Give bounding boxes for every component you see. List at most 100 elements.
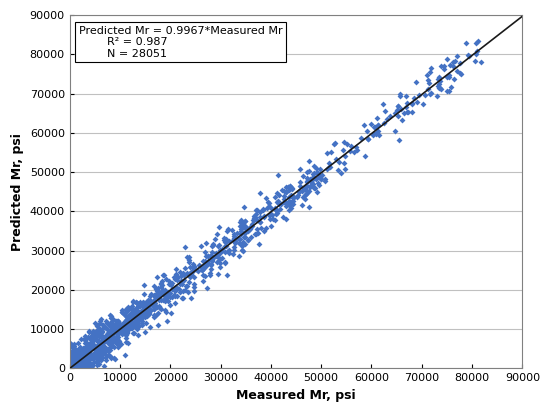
Point <box>118 307 127 314</box>
Point <box>107 335 116 342</box>
Point <box>424 85 433 92</box>
Point <box>77 350 85 356</box>
Point <box>213 271 222 278</box>
Point <box>147 300 156 306</box>
Point <box>82 354 90 361</box>
Point <box>131 316 139 323</box>
Point <box>101 335 110 342</box>
Point <box>83 351 92 358</box>
Point <box>434 83 443 90</box>
Point <box>238 243 247 249</box>
Point <box>313 169 322 175</box>
Point <box>286 191 295 198</box>
Point <box>93 351 101 358</box>
Point <box>153 288 161 294</box>
Point <box>152 312 161 318</box>
Point <box>301 183 310 190</box>
Point <box>80 361 89 367</box>
Point <box>66 339 74 346</box>
Point <box>284 184 293 190</box>
Point <box>434 81 443 87</box>
Point <box>393 113 402 119</box>
Point <box>98 329 107 335</box>
Point <box>140 328 149 335</box>
Point <box>67 355 75 362</box>
Point <box>456 71 465 78</box>
Point <box>395 137 404 143</box>
Point <box>70 355 79 362</box>
Point <box>142 311 150 318</box>
Point <box>289 195 298 201</box>
Point <box>445 88 453 95</box>
Point <box>166 282 175 288</box>
Point <box>84 350 93 356</box>
Point <box>347 142 355 149</box>
Point <box>439 62 448 69</box>
Point <box>196 263 205 269</box>
Point <box>72 356 81 363</box>
Point <box>171 285 180 292</box>
Point <box>85 342 94 348</box>
Point <box>100 348 109 355</box>
Point <box>106 344 115 350</box>
Point <box>115 320 123 326</box>
Point <box>85 347 94 354</box>
Point <box>408 100 417 107</box>
Point <box>90 358 99 365</box>
Point <box>285 202 294 209</box>
Point <box>278 186 287 193</box>
Point <box>67 358 75 365</box>
Point <box>93 348 102 354</box>
Point <box>273 208 282 215</box>
Point <box>180 287 189 293</box>
Point <box>309 180 318 187</box>
Point <box>190 263 198 270</box>
Point <box>188 265 197 271</box>
Point <box>68 363 77 370</box>
Point <box>122 328 131 335</box>
Point <box>133 322 142 329</box>
Point <box>135 316 144 323</box>
Point <box>236 230 245 237</box>
Point <box>68 358 77 365</box>
Point <box>75 364 84 370</box>
Point <box>197 264 206 271</box>
Point <box>93 347 102 353</box>
Point <box>266 215 274 222</box>
Point <box>67 365 75 371</box>
Point <box>82 364 90 370</box>
Point <box>134 331 143 338</box>
Point <box>93 337 101 344</box>
Point <box>105 337 114 344</box>
Point <box>114 334 123 341</box>
Point <box>471 58 479 64</box>
Point <box>315 181 324 188</box>
Point <box>222 242 231 249</box>
Point <box>153 290 161 296</box>
Point <box>442 88 451 95</box>
Point <box>84 335 93 342</box>
Point <box>105 312 114 318</box>
Point <box>401 93 410 99</box>
Point <box>134 313 143 319</box>
Point <box>250 215 258 222</box>
Point <box>131 306 139 312</box>
Point <box>266 204 275 211</box>
Point <box>154 310 163 316</box>
Point <box>215 246 224 253</box>
Point <box>72 365 81 371</box>
Point <box>79 364 88 370</box>
Point <box>229 247 238 254</box>
Point <box>240 223 249 229</box>
Point <box>109 316 117 323</box>
Point <box>87 341 96 348</box>
Point <box>220 260 229 266</box>
Point <box>123 307 132 313</box>
Point <box>434 85 443 91</box>
Point <box>101 334 110 340</box>
Point <box>155 302 164 309</box>
Point <box>84 354 93 360</box>
Point <box>84 329 93 335</box>
Point <box>117 309 126 315</box>
Point <box>68 365 77 371</box>
